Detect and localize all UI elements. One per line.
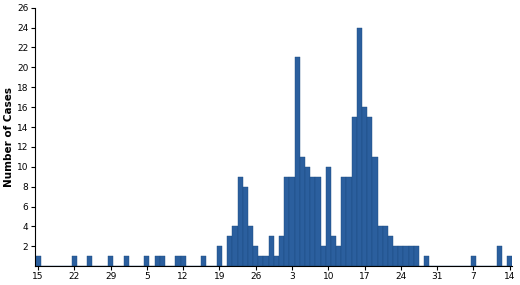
Bar [414, 247, 419, 266]
Bar [232, 227, 238, 266]
Bar [341, 177, 346, 266]
Bar [310, 177, 315, 266]
Bar [336, 247, 341, 266]
Bar [144, 256, 149, 266]
Bar [404, 247, 409, 266]
Bar [378, 227, 383, 266]
Bar [471, 256, 476, 266]
Bar [227, 237, 232, 266]
Bar [424, 256, 430, 266]
Bar [409, 247, 414, 266]
Bar [175, 256, 180, 266]
Bar [264, 256, 269, 266]
Bar [393, 247, 398, 266]
Bar [258, 256, 264, 266]
Bar [388, 237, 393, 266]
Bar [295, 57, 300, 266]
Bar [352, 117, 357, 266]
Bar [243, 187, 248, 266]
Bar [290, 177, 295, 266]
Bar [160, 256, 165, 266]
Bar [274, 256, 279, 266]
Bar [300, 157, 305, 266]
Bar [507, 256, 512, 266]
Bar [248, 227, 253, 266]
Bar [180, 256, 186, 266]
Bar [279, 237, 284, 266]
Bar [357, 28, 362, 266]
Bar [497, 247, 502, 266]
Bar [398, 247, 404, 266]
Bar [320, 247, 326, 266]
Bar [201, 256, 206, 266]
Bar [124, 256, 129, 266]
Bar [372, 157, 378, 266]
Bar [238, 177, 243, 266]
Bar [72, 256, 77, 266]
Bar [326, 167, 331, 266]
Bar [362, 107, 367, 266]
Bar [284, 177, 290, 266]
Bar [253, 247, 258, 266]
Bar [35, 256, 41, 266]
Bar [305, 167, 310, 266]
Bar [87, 256, 93, 266]
Bar [383, 227, 388, 266]
Bar [346, 177, 352, 266]
Bar [269, 237, 274, 266]
Bar [331, 237, 336, 266]
Bar [315, 177, 320, 266]
Bar [217, 247, 222, 266]
Bar [108, 256, 113, 266]
Bar [367, 117, 372, 266]
Y-axis label: Number of Cases: Number of Cases [4, 87, 14, 187]
Bar [154, 256, 160, 266]
